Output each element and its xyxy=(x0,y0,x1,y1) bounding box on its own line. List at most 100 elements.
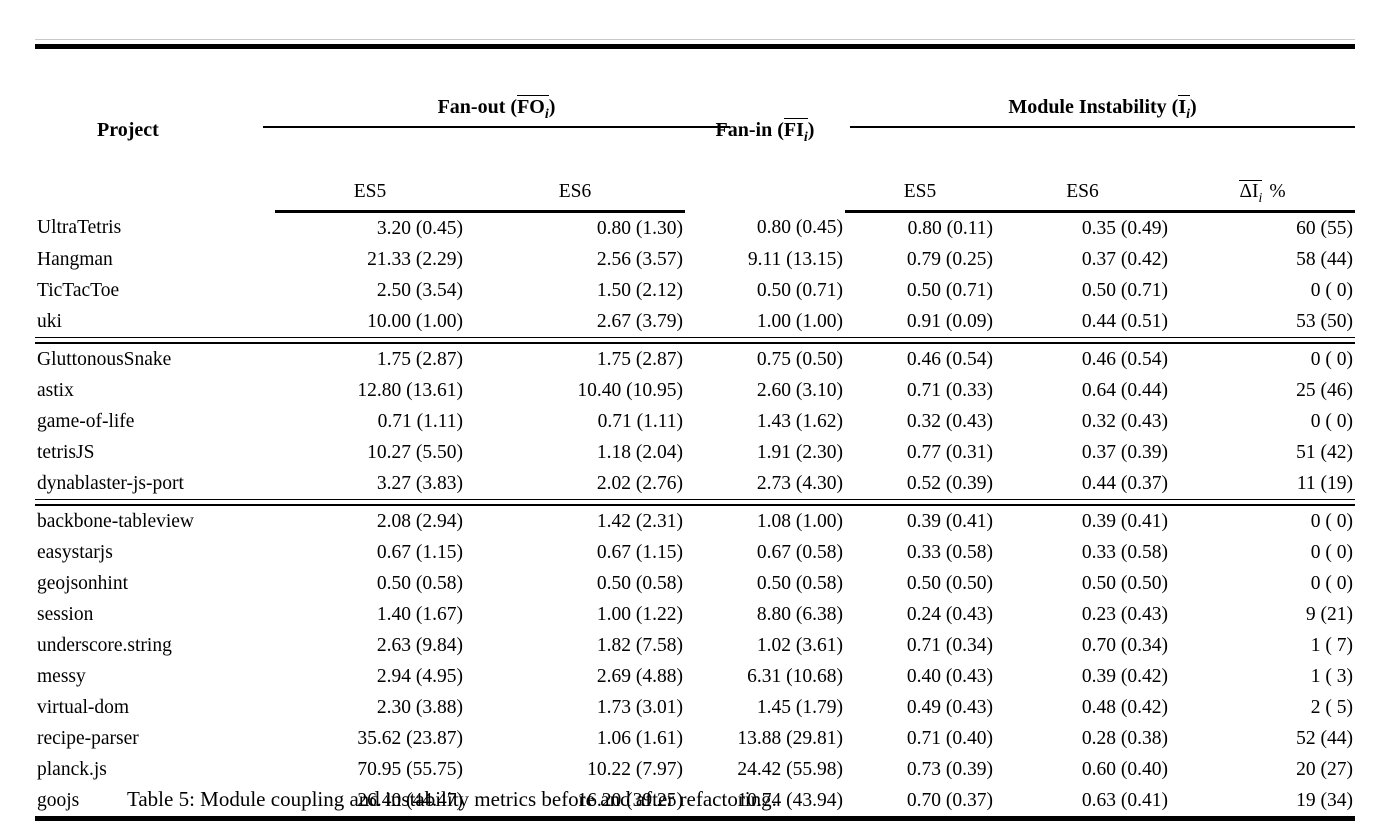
paren-close: ) xyxy=(807,119,815,141)
subheader-delta-percent: ΔIi% xyxy=(1170,174,1356,213)
project-cell: session xyxy=(37,603,94,625)
metric-cell-fo_es5: 12.80 (13.61) xyxy=(357,379,463,401)
metric-cell-fo_es6: 0.50 (0.58) xyxy=(596,572,683,594)
project-cell: astix xyxy=(37,379,74,401)
project-cell: GluttonousSnake xyxy=(37,348,172,370)
table-row: dynablaster-js-port 3.27 (3.83) 2.02 (2.76… xyxy=(35,468,1355,500)
metric-cell-fi: 1.00 (1.00) xyxy=(756,310,843,332)
subheader-instability-es6: ES6 xyxy=(995,174,1170,213)
metric-cell-delta: 20 (27) xyxy=(1296,758,1354,780)
metric-cell-i_es6: 0.35 (0.49) xyxy=(1081,217,1168,239)
project-cell: planck.js xyxy=(37,758,107,780)
metric-cell-fo_es5: 1.40 (1.67) xyxy=(376,603,463,625)
metric-cell-delta: 52 (44) xyxy=(1296,727,1354,749)
metric-cell-fo_es5: 0.50 (0.58) xyxy=(376,572,463,594)
project-cell: recipe-parser xyxy=(37,727,139,749)
metric-cell-i_es5: 0.80 (0.11) xyxy=(907,217,993,239)
table-row: easystarjs 0.67 (1.15) 0.67 (1.15) 0.67 (0.… xyxy=(35,537,1355,568)
metric-cell-fo_es6: 2.67 (3.79) xyxy=(596,310,683,332)
table-row: geojsonhint 0.50 (0.58) 0.50 (0.58) 0.50 (0… xyxy=(35,568,1355,599)
metric-cell-delta: 58 (44) xyxy=(1296,248,1354,270)
metric-cell-fi: 1.43 (1.62) xyxy=(756,410,843,432)
metric-cell-fo_es5: 1.75 (2.87) xyxy=(376,348,463,370)
metric-cell-i_es5: 0.70 (0.37) xyxy=(906,789,993,811)
table-row: Hangman 21.33 (2.29) 2.56 (3.57) 9.11 (13.1… xyxy=(35,244,1355,275)
metric-cell-fo_es5: 2.94 (4.95) xyxy=(376,665,463,687)
col-group-fanout: Fan-out (FOi) xyxy=(263,49,730,174)
metric-cell-i_es5: 0.71 (0.40) xyxy=(906,727,993,749)
col-group-instability: Module Instability (Ii) xyxy=(845,49,1356,174)
metric-cell-i_es6: 0.39 (0.42) xyxy=(1081,665,1168,687)
table-row: astix 12.80 (13.61) 10.40 (10.95) 2.60 (3.1… xyxy=(35,375,1355,406)
metric-cell-delta: 0 ( 0) xyxy=(1310,348,1354,370)
instability-overline-symbol: Ii xyxy=(1178,95,1191,122)
metric-cell-delta: 0 ( 0) xyxy=(1310,410,1354,432)
metric-cell-fi: 0.50 (0.71) xyxy=(756,279,843,301)
metric-cell-delta: 1 ( 3) xyxy=(1310,665,1354,687)
metric-cell-i_es5: 0.73 (0.39) xyxy=(906,758,993,780)
metric-cell-fo_es6: 16.20 (39.25) xyxy=(577,789,683,811)
paren-open: ( xyxy=(777,119,784,141)
table-row: TicTacToe 2.50 (3.54) 1.50 (2.12) 0.50 (0.7… xyxy=(35,275,1355,306)
metric-cell-delta: 51 (42) xyxy=(1296,441,1354,463)
metric-cell-fo_es6: 1.75 (2.87) xyxy=(596,348,683,370)
metric-cell-i_es6: 0.50 (0.50) xyxy=(1081,572,1168,594)
project-cell: UltraTetris xyxy=(37,216,122,238)
fanout-word: Fan-out xyxy=(437,96,506,118)
table-caption: Table 5: Module coupling and instability… xyxy=(127,787,777,811)
instability-symbol: I xyxy=(1178,96,1187,118)
metric-cell-fo_es6: 1.42 (2.31) xyxy=(596,510,683,532)
fanin-overline-symbol: FIi xyxy=(783,118,808,145)
metric-cell-i_es5: 0.32 (0.43) xyxy=(906,410,993,432)
fanout-group-label: Fan-out (FOi) xyxy=(263,95,730,128)
table-row: messy 2.94 (4.95) 2.69 (4.88) 6.31 (10.68) 0… xyxy=(35,661,1355,692)
metric-cell-fo_es5: 0.67 (1.15) xyxy=(376,541,463,563)
project-cell: geojsonhint xyxy=(37,572,128,594)
metric-cell-delta: 53 (50) xyxy=(1296,310,1354,332)
metric-cell-delta: 0 ( 0) xyxy=(1310,279,1354,301)
metric-cell-fo_es5: 21.33 (2.29) xyxy=(367,248,463,270)
metric-cell-i_es5: 0.46 (0.54) xyxy=(906,348,993,370)
metric-cell-i_es6: 0.39 (0.41) xyxy=(1081,510,1168,532)
metric-cell-i_es6: 0.28 (0.38) xyxy=(1081,727,1168,749)
metric-cell-i_es6: 0.70 (0.34) xyxy=(1081,634,1168,656)
metric-cell-i_es6: 0.48 (0.42) xyxy=(1081,696,1168,718)
metric-cell-i_es5: 0.40 (0.43) xyxy=(906,665,993,687)
table-row: goojs 26.40 (44.47) 16.20 (39.25) 10.74 (43… xyxy=(35,785,1355,816)
project-cell: TicTacToe xyxy=(37,279,120,301)
fanout-symbol: FO xyxy=(517,96,545,118)
metric-cell-delta: 9 (21) xyxy=(1305,603,1354,625)
subscript-i: i xyxy=(1186,107,1191,122)
project-cell: backbone-tableview xyxy=(37,510,195,532)
group-separator xyxy=(35,498,1356,506)
col-header-project: Project xyxy=(35,49,275,211)
project-cell: messy xyxy=(37,665,86,687)
metric-cell-fo_es5: 10.27 (5.50) xyxy=(367,441,463,463)
project-cell: tetrisJS xyxy=(37,441,95,463)
metric-cell-i_es5: 0.71 (0.33) xyxy=(906,379,993,401)
group-separator xyxy=(35,336,1356,344)
metric-cell-fi: 0.80 (0.45) xyxy=(756,216,843,238)
table-row: game-of-life 0.71 (1.11) 0.71 (1.11) 1.43 (… xyxy=(35,406,1355,437)
metric-cell-delta: 25 (46) xyxy=(1296,379,1354,401)
metric-cell-i_es6: 0.64 (0.44) xyxy=(1081,379,1168,401)
subheader-fanout-es5: ES5 xyxy=(275,174,465,213)
metric-cell-delta: 11 (19) xyxy=(1296,472,1354,494)
metric-cell-fo_es5: 35.62 (23.87) xyxy=(357,727,463,749)
metric-cell-delta: 0 ( 0) xyxy=(1310,541,1354,563)
project-cell: virtual-dom xyxy=(37,696,130,718)
metric-cell-fi: 1.02 (3.61) xyxy=(756,634,843,656)
table-row: tetrisJS 10.27 (5.50) 1.18 (2.04) 1.91 (2.3… xyxy=(35,437,1355,468)
table-row: UltraTetris 3.20 (0.45) 0.80 (1.30) 0.80 (0… xyxy=(35,211,1355,244)
metric-cell-fi: 6.31 (10.68) xyxy=(747,665,843,687)
percent-sign: % xyxy=(1269,181,1286,203)
metric-cell-i_es5: 0.71 (0.34) xyxy=(906,634,993,656)
metric-cell-i_es5: 0.50 (0.71) xyxy=(906,279,993,301)
table-row: planck.js 70.95 (55.75) 10.22 (7.97) 24.42 … xyxy=(35,754,1355,785)
metric-cell-i_es5: 0.33 (0.58) xyxy=(906,541,993,563)
metric-cell-i_es5: 0.49 (0.43) xyxy=(906,696,993,718)
fanout-overline-symbol: FOi xyxy=(517,95,549,122)
metric-cell-fo_es5: 2.08 (2.94) xyxy=(376,510,463,532)
metric-cell-fo_es6: 1.82 (7.58) xyxy=(596,634,683,656)
metric-cell-fi: 0.50 (0.58) xyxy=(756,572,843,594)
